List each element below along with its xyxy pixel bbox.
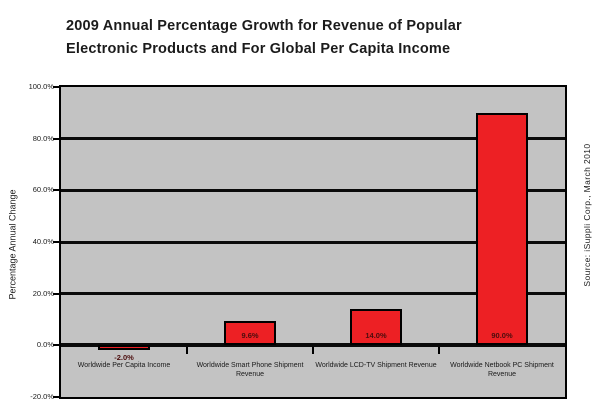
x-tick-mark [438, 347, 440, 355]
y-tick-label: 20.0% [32, 288, 54, 298]
x-tick-mark [312, 347, 314, 355]
y-tick-mark [53, 137, 60, 140]
chart-title: 2009 Annual Percentage Growth for Revenu… [66, 15, 566, 61]
bar-value-label: 14.0% [365, 331, 387, 341]
y-tick-label: 0.0% [36, 340, 54, 350]
y-tick-label: 100.0% [28, 82, 54, 91]
bar-2 [224, 320, 276, 346]
category-label: Worldwide LCD-TV Shipment Revenue [315, 362, 437, 370]
x-tick-mark [186, 347, 188, 355]
bar-value-label: -2.0% [114, 352, 134, 362]
bar-3 [350, 309, 402, 346]
category-label: Worldwide Smart Phone Shipment Revenue [196, 362, 304, 379]
bar-1 [98, 345, 150, 351]
y-tick-label: -20.0% [30, 392, 54, 401]
zero-gridline [61, 343, 565, 348]
y-tick-label: 60.0% [32, 185, 54, 195]
source-note: Source: iSuppli Corp., March 2010 [582, 143, 592, 287]
gridline [61, 188, 565, 192]
y-tick-mark [53, 86, 60, 88]
bar-4 [476, 112, 528, 346]
y-tick-label: 40.0% [32, 237, 54, 246]
bar-value-label: 90.0% [491, 331, 513, 341]
gridline [61, 240, 565, 244]
plot-area: -2.0% Worldwide Per Capita Income 9.6% Worl… [59, 85, 567, 399]
y-tick-mark [53, 292, 60, 295]
y-tick-mark [53, 189, 60, 192]
chart-title-line1: 2009 Annual Percentage Growth for Revenu… [66, 18, 462, 34]
y-tick-label: 80.0% [32, 133, 54, 143]
y-tick-mark [53, 344, 60, 347]
category-label: Worldwide Netbook PC Shipment Revenue [450, 362, 554, 379]
gridline [61, 137, 565, 141]
category-label: Worldwide Per Capita Income [77, 362, 171, 370]
gridline [61, 292, 565, 296]
y-tick-mark [53, 241, 60, 243]
y-tick-mark [53, 396, 60, 398]
chart-title-line2: Electronic Products and For Global Per C… [66, 41, 451, 57]
bar-value-label: 9.6% [241, 331, 259, 341]
